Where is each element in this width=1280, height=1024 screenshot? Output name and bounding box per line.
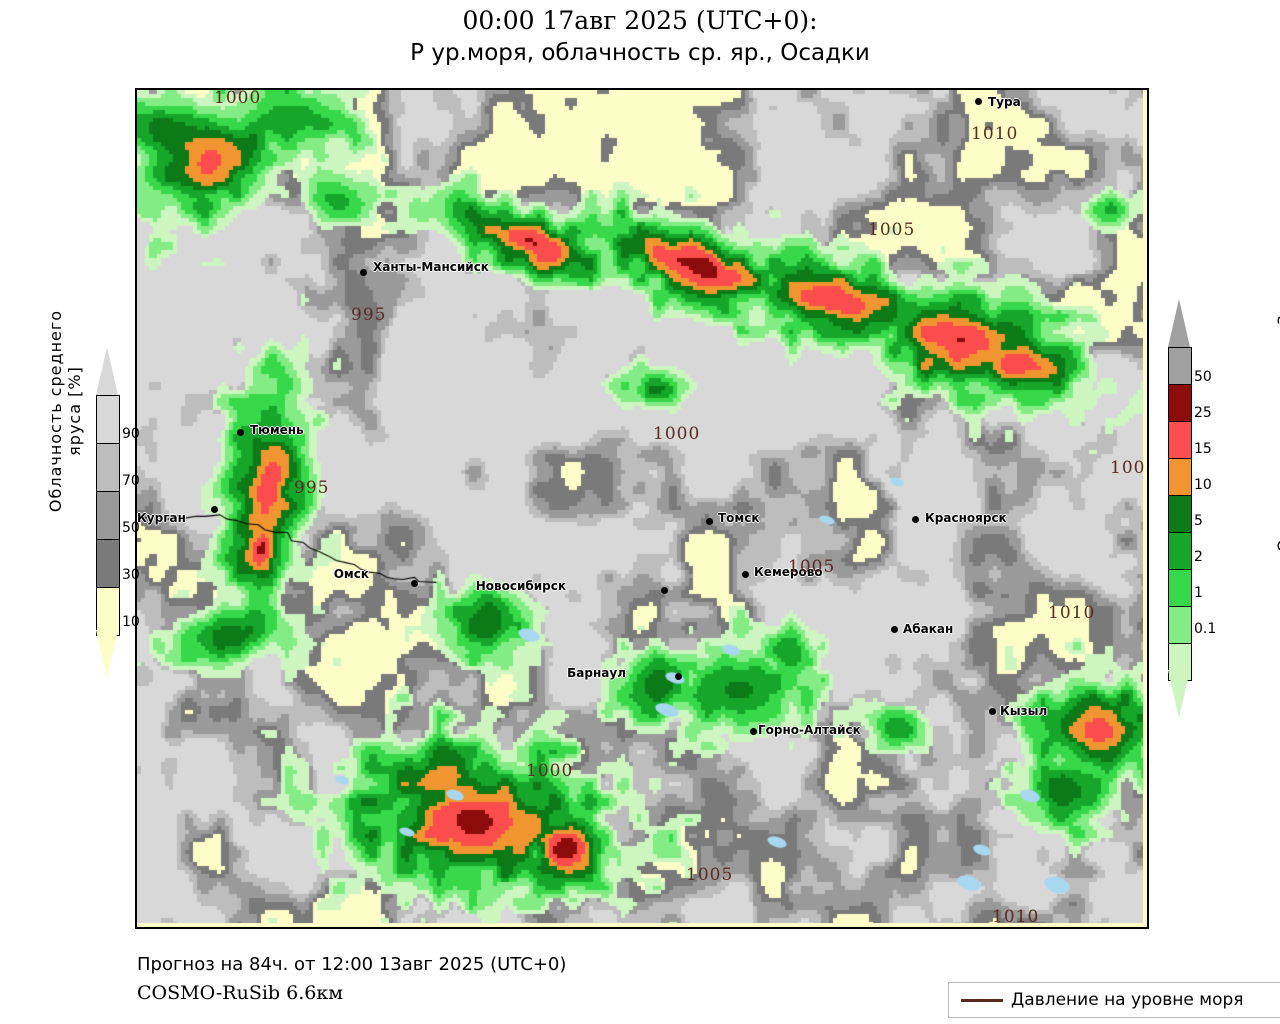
precip-colorbar-tick: 1: [1194, 585, 1203, 601]
isobar-label: 1005: [686, 865, 734, 885]
title-line-fields: P ур.моря, облачность ср. яр., Осадки: [410, 40, 870, 66]
isobar-label: 1000: [653, 424, 701, 444]
page-title: 00:00 17авг 2025 (UTC+0): P ур.моря, обл…: [0, 4, 1280, 70]
footer-model-line: COSMO-RuSib 6.6км: [137, 982, 343, 1004]
city-marker: [742, 571, 749, 578]
city-marker: [237, 429, 244, 436]
footer-forecast-line: Прогноз на 84ч. от 12:00 13авг 2025 (UTC…: [137, 954, 567, 975]
precip-colorbar-tick: 50: [1194, 369, 1212, 385]
isobar-label: 1010: [992, 907, 1040, 927]
city-marker: [360, 269, 367, 276]
pressure-legend-label: Давление на уровне моря: [1011, 990, 1244, 1010]
city-label: Красноярск: [925, 511, 1007, 525]
forecast-footer: Прогноз на 84ч. от 12:00 13авг 2025 (UTC…: [137, 950, 566, 1008]
city-label: Кызыл: [1000, 704, 1048, 718]
precip-colorbar-tick: 0.1: [1194, 621, 1217, 637]
cloud-colorbar-tick: 90: [122, 426, 140, 442]
precip-colorbar-tick: 25: [1194, 405, 1212, 421]
precip-colorbar-segment: [1168, 606, 1192, 643]
pressure-legend: Давление на уровне моря: [948, 982, 1280, 1018]
cloud-colorbar-tick: 10: [122, 614, 140, 630]
precip-colorbar-segment: [1168, 421, 1192, 458]
city-label: Барнаул: [567, 666, 626, 680]
isobar-label: 1005: [788, 557, 836, 577]
isobar-label: 1005: [1110, 458, 1147, 478]
city-label: Тюмень: [250, 423, 304, 437]
precip-colorbar-segment: [1168, 384, 1192, 421]
pressure-line-swatch: [961, 998, 1003, 1002]
city-label: Горно-Алтайск: [758, 723, 861, 737]
cloud-colorbar-bottom-arrow: [96, 630, 118, 678]
city-label: Тура: [988, 95, 1021, 109]
precip-colorbar-tick: 2: [1194, 549, 1203, 565]
city-label: Ханты-Мансийск: [373, 260, 489, 274]
city-marker: [661, 587, 668, 594]
cloud-colorbar-segment: [96, 395, 120, 443]
precip-colorbar-segment: [1168, 495, 1192, 532]
precip-colorbar-segment: [1168, 569, 1192, 606]
city-marker: [750, 728, 757, 735]
city-marker: [706, 518, 713, 525]
precip-colorbar-segment: [1168, 347, 1192, 384]
isobar-label: 995: [351, 305, 387, 325]
cloud-colorbar-segment: [96, 443, 120, 491]
city-marker: [211, 506, 218, 513]
weather-map[interactable]: Тура Ханты-Мансийск Тюмень Курган Омск Томск Н…: [135, 88, 1149, 929]
precip-colorbar: 50 25 15 10 5 2 1 0.1: [1168, 347, 1216, 681]
city-label: Кемерово: [754, 565, 823, 579]
cloud-colorbar-segment: [96, 539, 120, 587]
cloud-colorbar-segment: [96, 491, 120, 539]
map-raster-layer: [137, 90, 1143, 923]
isobar-label: 1000: [526, 761, 574, 781]
precip-colorbar-segment: [1168, 532, 1192, 569]
title-line-datetime: 00:00 17авг 2025 (UTC+0):: [462, 6, 818, 35]
isobar-label: 995: [294, 478, 330, 498]
cloud-colorbar-tick: 50: [122, 520, 140, 536]
isobar-label: 1005: [868, 220, 916, 240]
city-label: Омск: [333, 567, 369, 581]
city-label: Томск: [718, 511, 760, 525]
city-marker: [675, 673, 682, 680]
city-marker: [989, 708, 996, 715]
isobar-label: 1010: [1048, 603, 1096, 623]
city-label: Абакан: [903, 622, 954, 636]
city-label: Курган: [137, 512, 186, 524]
precip-colorbar-title: Осадки за предыдущие 3 часа [мм]: [1274, 266, 1280, 553]
cloud-colorbar-title: Облачность среднего яруса [%]: [46, 309, 84, 513]
city-marker: [411, 580, 418, 587]
precip-colorbar-top-arrow: [1168, 299, 1190, 347]
precip-colorbar-tick: 5: [1194, 513, 1203, 529]
cloud-colorbar-segment: [96, 587, 120, 636]
city-marker: [891, 626, 898, 633]
precip-colorbar-tick: 15: [1194, 441, 1212, 457]
cloud-colorbar-tick: 30: [122, 567, 140, 583]
isobar-label: 1010: [971, 124, 1019, 144]
city-label: Новосибирск: [475, 579, 566, 593]
precip-colorbar-tick: 10: [1194, 477, 1212, 493]
city-marker: [912, 516, 919, 523]
city-marker: [975, 98, 982, 105]
precip-colorbar-segment: [1168, 458, 1192, 495]
cloud-colorbar: 90 70 50 30 10: [96, 395, 140, 636]
precip-colorbar-bottom-arrow: [1168, 670, 1190, 718]
cloud-colorbar-tick: 70: [122, 473, 140, 489]
cloud-colorbar-top-arrow: [96, 347, 118, 395]
isobar-label: 1000: [214, 88, 262, 108]
